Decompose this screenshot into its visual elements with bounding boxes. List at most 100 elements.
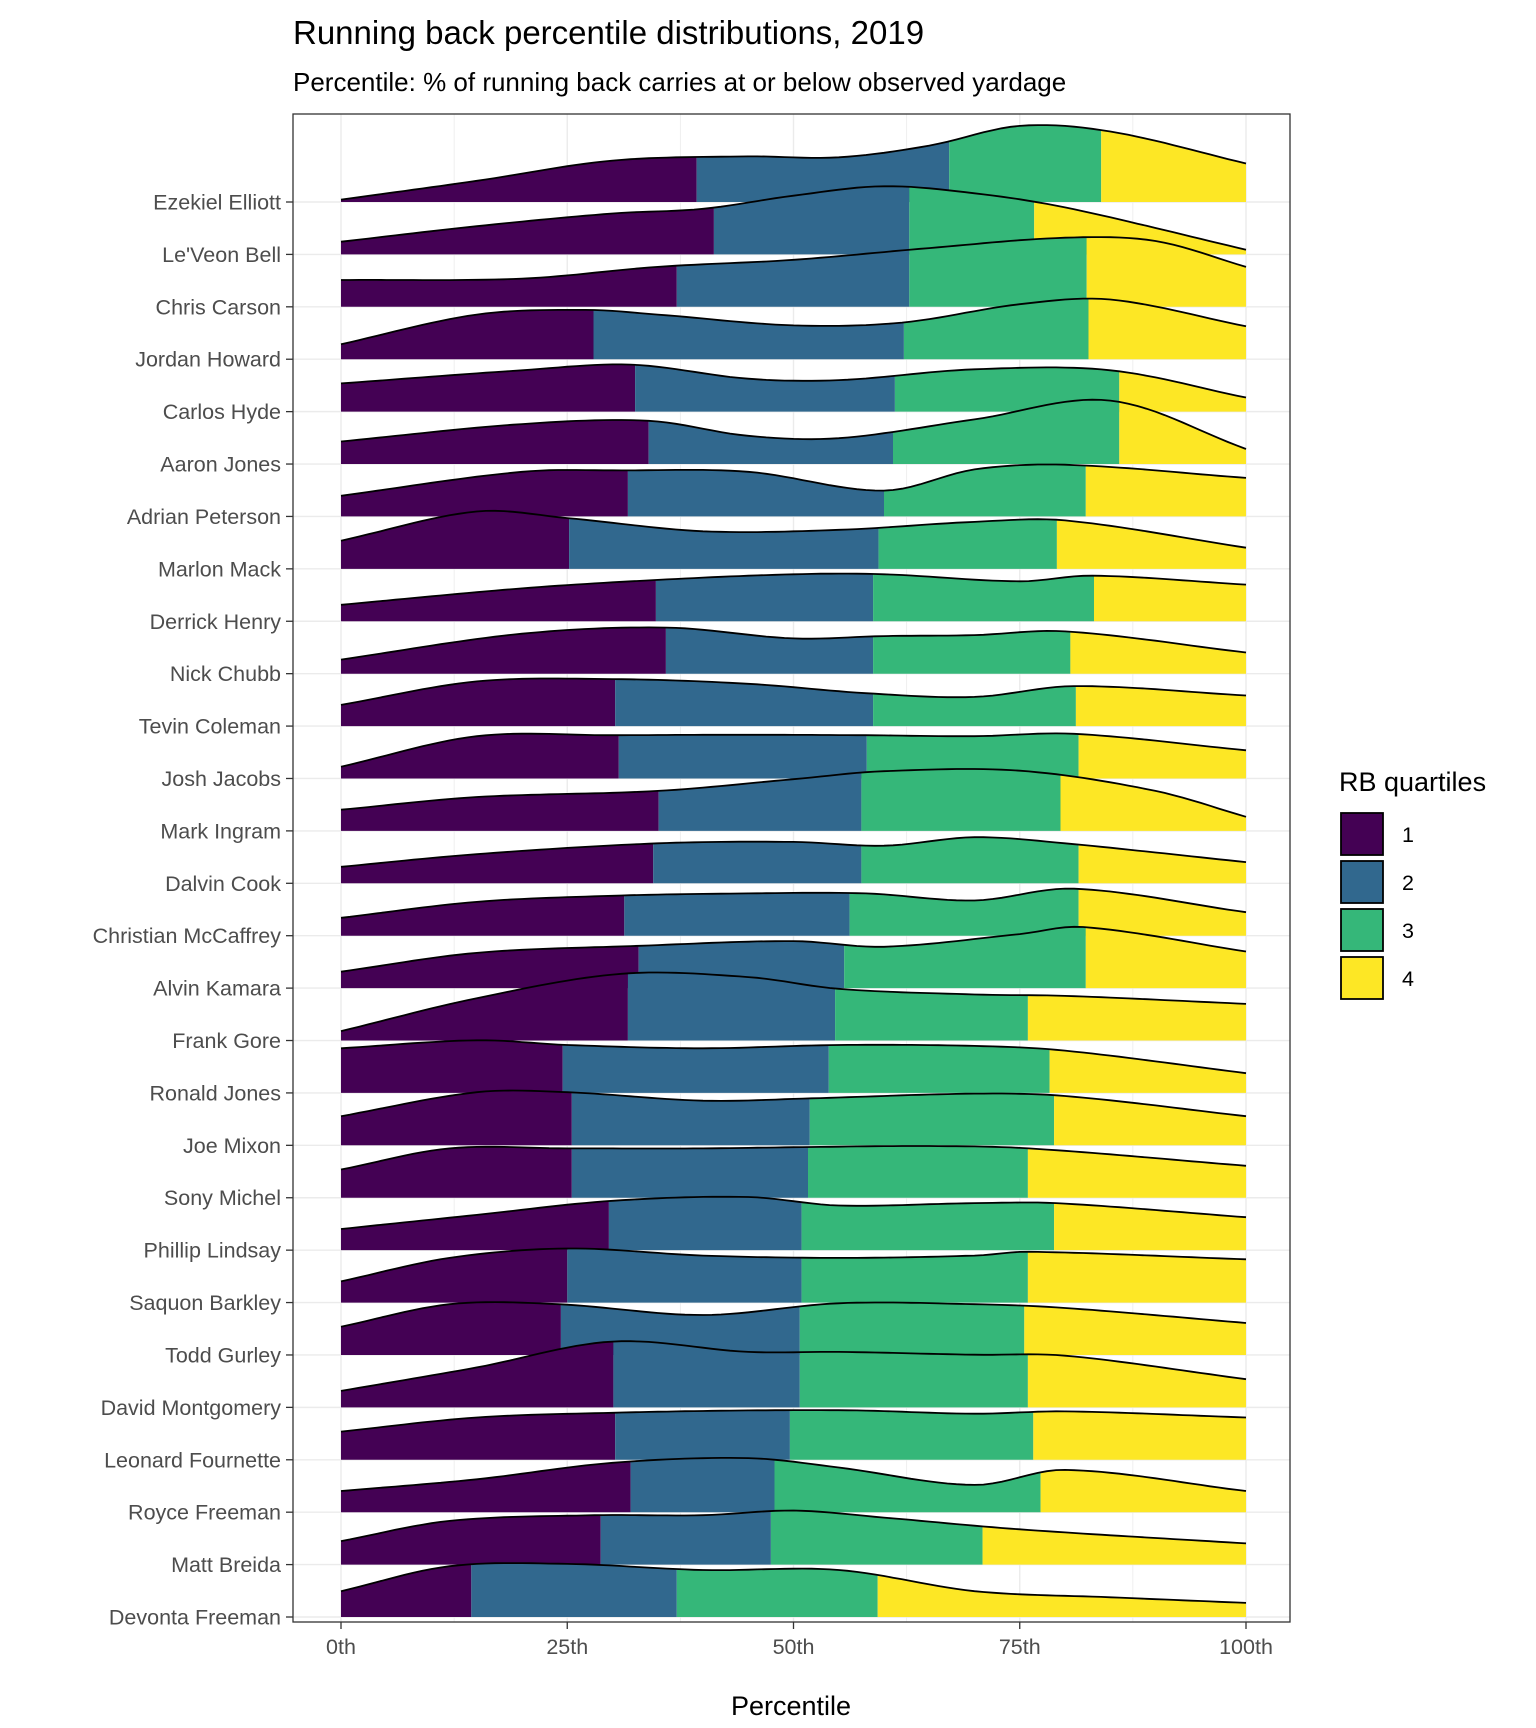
quartile-4-area (982, 1526, 1246, 1565)
quartile-4-area (1040, 1469, 1246, 1513)
density-outline (340, 1039, 1247, 1075)
density-outline (340, 1457, 1247, 1492)
ridge-marlon-mack (340, 509, 1247, 569)
ridge-ezekiel-elliott (340, 124, 1247, 202)
quartile-3-area (873, 686, 1076, 727)
quartile-1-area (341, 510, 570, 569)
quartile-3-area (789, 1410, 1034, 1460)
y-tick-label: Todd Gurley (165, 1343, 281, 1367)
y-tick-label: Ronald Jones (150, 1081, 281, 1105)
y-axis: Ezekiel Elliott Le'Veon Bell Chris Carson J… (93, 191, 293, 1630)
ridge-devonta-freeman (340, 1562, 1247, 1617)
ridge-carlos-hyde (340, 363, 1247, 412)
density-outline (340, 1340, 1247, 1392)
y-tick-label: Ezekiel Elliott (153, 191, 281, 215)
ridge-frank-gore (340, 971, 1247, 1041)
y-tick-label: Chris Carson (156, 295, 281, 319)
density-outline (340, 1509, 1247, 1545)
ridge-aaron-jones (340, 398, 1247, 464)
density-outline (340, 1301, 1247, 1328)
quartile-3-area (909, 237, 1087, 307)
density-outline (340, 572, 1247, 606)
x-tick-label: 75th (999, 1635, 1041, 1659)
y-tick-label: Sony Michel (164, 1186, 281, 1210)
quartile-1-area (341, 309, 594, 360)
legend-label: 3 (1402, 919, 1414, 943)
legend: RB quartiles 1 2 3 4 (1339, 767, 1486, 1000)
quartile-1-area (341, 1248, 568, 1303)
quartile-1-area (341, 1146, 572, 1198)
quartile-4-area (1049, 1049, 1246, 1093)
y-tick-label: Le'Veon Bell (162, 243, 281, 267)
chart-subtitle: Percentile: % of running back carries at… (293, 67, 1066, 97)
quartile-2-area (471, 1563, 677, 1617)
density-outline (340, 768, 1247, 818)
quartile-2-area (630, 1457, 775, 1513)
quartile-3-area (801, 1202, 1055, 1251)
quartile-4-area (1027, 995, 1246, 1041)
x-tick-label: 50th (773, 1635, 815, 1659)
y-tick-label: Devonta Freeman (109, 1606, 281, 1630)
quartile-3-area (866, 733, 1079, 779)
quartile-2-area (627, 972, 836, 1041)
quartile-1-area (341, 895, 625, 936)
y-tick-label: Adrian Peterson (127, 505, 281, 529)
legend-swatch (1340, 860, 1384, 904)
x-tick-label: 0th (326, 1635, 356, 1659)
quartile-4-area (1070, 631, 1246, 674)
density-outline (340, 398, 1247, 450)
legend-label: 1 (1402, 823, 1414, 847)
quartile-1-area (341, 627, 666, 674)
quartile-2-area (635, 364, 895, 412)
x-tick-label: 100th (1219, 1635, 1273, 1659)
quartile-3-area (808, 1146, 1028, 1198)
quartile-3-area (909, 186, 1035, 255)
ridge-nick-chubb (340, 626, 1247, 674)
ridge-josh-jacobs (340, 732, 1247, 779)
y-tick-label: Dalvin Cook (165, 872, 281, 896)
quartile-4-area (1056, 519, 1246, 569)
quartile-3-area (799, 1302, 1025, 1355)
quartile-2-area (600, 1511, 771, 1565)
quartile-1-area (341, 678, 616, 727)
quartile-4-area (1119, 401, 1246, 464)
density-outline (340, 297, 1247, 346)
quartile-3-area (873, 630, 1071, 674)
legend-swatch (1340, 956, 1384, 1000)
density-outline (340, 732, 1247, 768)
quartile-4-area (1101, 130, 1246, 202)
quartile-1-area (341, 1201, 609, 1251)
quartile-4-area (1054, 1203, 1246, 1251)
y-tick-label: Joe Mixon (183, 1134, 281, 1158)
y-tick-label: Marlon Mack (158, 557, 281, 581)
quartile-1-area (341, 1564, 472, 1617)
quartile-1-area (341, 945, 639, 989)
y-tick-label: Nick Chubb (170, 662, 281, 686)
quartile-3-area (774, 1459, 1041, 1513)
quartile-4-area (1054, 1095, 1246, 1146)
y-tick-label: Aaron Jones (160, 453, 281, 477)
x-axis-label: Percentile (731, 1691, 851, 1721)
y-tick-label: David Montgomery (101, 1396, 282, 1420)
y-tick-label: Saquon Barkley (129, 1291, 281, 1315)
quartile-3-area (873, 574, 1094, 622)
quartile-2-area (653, 841, 862, 884)
legend-title: RB quartiles (1339, 767, 1486, 797)
legend-swatch (1340, 812, 1384, 856)
quartile-2-area (676, 249, 910, 307)
quartile-3-area (801, 1251, 1028, 1303)
legend-label: 4 (1402, 967, 1414, 991)
y-tick-label: Carlos Hyde (163, 400, 281, 424)
quartile-4-area (1060, 774, 1246, 831)
legend-swatch (1340, 908, 1384, 952)
ridge-sony-michel (340, 1145, 1247, 1198)
density-outline (340, 677, 1247, 706)
quartile-4-area (1085, 465, 1246, 517)
quartile-1-area (341, 265, 677, 307)
ridge-david-montgomery (340, 1340, 1247, 1408)
ridge-joe-mixon (340, 1089, 1247, 1146)
quartile-3-area (893, 399, 1120, 464)
ridge-chris-carson (341, 236, 1247, 307)
quartile-4-area (1027, 1148, 1246, 1198)
